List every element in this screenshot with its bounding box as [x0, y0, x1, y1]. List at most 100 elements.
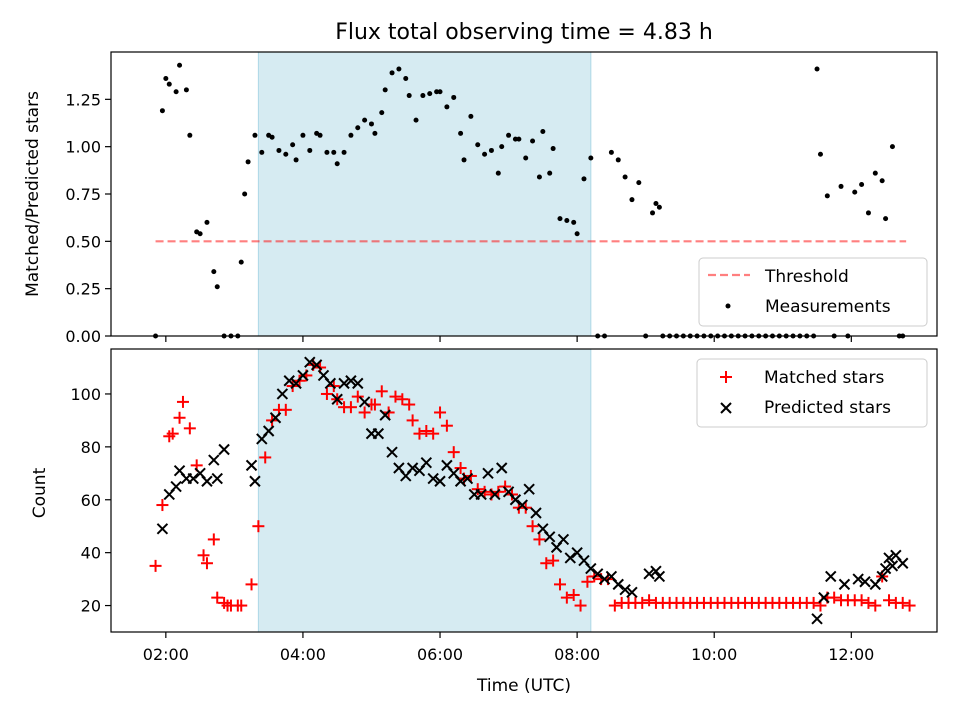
predicted-star-marker — [372, 427, 385, 440]
measurement-point — [242, 191, 248, 197]
measurement-point — [293, 157, 299, 163]
predicted-star-marker — [427, 472, 439, 485]
measurement-point — [396, 66, 402, 72]
predicted-star-marker — [420, 457, 433, 469]
matched-star-marker — [197, 549, 210, 562]
measurement-point — [173, 89, 179, 95]
measurement-point — [362, 117, 368, 123]
measurement-point — [499, 144, 505, 150]
top-panel: 0.00 0.25 0.50 0.75 1.00 1.25 Matched/Predict… — [23, 51, 938, 346]
bottom-y-axis-label: Count — [30, 467, 50, 518]
measurement-point — [166, 81, 172, 87]
predicted-star-marker — [283, 375, 295, 387]
matched-star-marker — [413, 427, 426, 440]
predicted-legend-swatch — [720, 402, 732, 414]
matched-star-marker — [567, 588, 580, 601]
measurement-point — [550, 146, 556, 152]
measurement-point — [300, 132, 306, 138]
top-y-axis-label: Matched/Predicted stars — [23, 91, 43, 297]
matched-star-marker — [389, 390, 402, 403]
bottom-y-tick-label: 20 — [81, 597, 101, 616]
predicted-star-marker — [262, 425, 275, 437]
matched-star-marker — [807, 596, 820, 609]
predicted-star-marker — [345, 375, 357, 387]
measurement-point — [814, 66, 820, 72]
measurement-legend-label: Measurements — [765, 297, 891, 317]
measurement-point — [608, 149, 614, 155]
measurement-point — [341, 149, 347, 155]
measurement-point — [540, 129, 546, 135]
matched-star-marker — [896, 596, 909, 609]
top-y-tick-label: 0.50 — [65, 232, 101, 251]
matched-star-marker — [200, 557, 213, 570]
measurement-point — [530, 138, 536, 144]
bottom-x-tick-label: 02:00 — [143, 645, 189, 664]
matched-star-marker — [149, 559, 162, 572]
predicted-star-marker — [297, 369, 309, 382]
matched-star-marker — [403, 398, 416, 411]
matched-star-marker — [828, 591, 841, 604]
matched-star-marker — [176, 395, 189, 408]
predicted-star-marker — [879, 562, 892, 575]
measurement-point — [317, 132, 323, 138]
measurement-point — [482, 151, 488, 157]
measurement-point — [290, 142, 296, 148]
predicted-star-marker — [876, 570, 888, 583]
bottom-legend: Matched stars Predicted stars — [696, 358, 928, 428]
matched-star-marker — [903, 599, 916, 612]
matched-star-marker — [420, 424, 433, 437]
measurement-point — [159, 108, 165, 114]
matched-star-marker — [855, 594, 868, 607]
measurement-point — [656, 204, 662, 210]
measurement-point — [348, 132, 354, 138]
predicted-star-marker — [516, 499, 528, 511]
matched-star-marker — [358, 406, 371, 419]
measurement-point — [204, 219, 210, 225]
bottom-x-tick-label: 06:00 — [417, 645, 463, 664]
predicted-star-marker — [585, 562, 597, 575]
top-x-ticks — [165, 336, 852, 342]
predicted-star-marker — [386, 446, 398, 458]
top-legend: Threshold Measurements — [698, 257, 928, 327]
matched-star-marker — [259, 451, 272, 464]
matched-star-marker — [211, 591, 224, 604]
matched-star-marker — [173, 411, 186, 424]
top-y-tick-label: 1.00 — [65, 138, 101, 157]
matched-star-marker — [440, 419, 453, 432]
matched-star-marker — [883, 594, 896, 607]
measurement-point — [211, 269, 217, 275]
measurement-point — [571, 219, 577, 225]
measurement-point — [197, 231, 203, 237]
predicted-star-marker — [818, 591, 830, 604]
predicted-star-marker — [619, 583, 631, 596]
predicted-star-marker — [530, 507, 542, 519]
predicted-star-marker — [454, 475, 467, 487]
matched-star-marker — [447, 446, 460, 459]
measurement-point — [458, 130, 464, 136]
matched-star-marker — [540, 557, 553, 570]
measurement-point — [852, 189, 858, 195]
measurement-point — [427, 91, 433, 97]
matched-legend-swatch — [720, 371, 732, 383]
measurement-point — [252, 132, 258, 138]
predicted-star-marker — [310, 359, 323, 371]
observing-span-bottom — [257, 348, 592, 633]
measurement-point — [468, 113, 474, 119]
predicted-star-marker — [358, 396, 371, 408]
predicted-star-marker — [475, 488, 487, 501]
matched-star-marker — [547, 554, 560, 567]
matched-star-marker — [344, 401, 357, 414]
predicted-star-marker — [811, 613, 823, 625]
predicted-star-marker — [564, 552, 576, 564]
threshold-legend-label: Threshold — [764, 267, 849, 287]
bottom-y-tick-label: 100 — [70, 385, 101, 404]
matched-star-marker — [471, 483, 484, 496]
measurement-point — [547, 170, 553, 176]
predicted-star-marker — [653, 570, 666, 583]
bottom-x-tick-label: 12:00 — [828, 645, 874, 664]
measurement-point — [495, 170, 501, 176]
measurement-point — [238, 259, 244, 265]
measurement-point — [444, 104, 450, 110]
bottom-y-tick-label: 40 — [81, 544, 101, 563]
